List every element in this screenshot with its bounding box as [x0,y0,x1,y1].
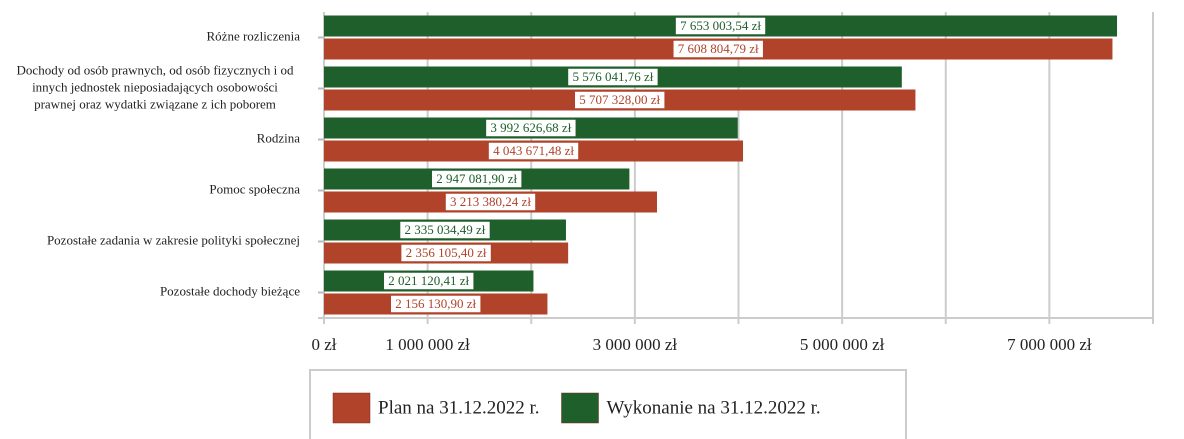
value-label-box [382,271,475,291]
value-label: 2 356 105,40 zł [406,245,487,260]
value-label-box [573,90,666,110]
category-label: Pomoc społeczna [209,181,300,196]
value-label: 3 213 380,24 zł [450,194,531,209]
value-label: 5 707 328,00 zł [579,92,660,107]
value-label: 7 608 804,79 zł [678,41,759,56]
value-label: 4 043 671,48 zł [493,143,574,158]
category-label: Różne rozliczenia [207,28,301,43]
legend-label: Plan na 31.12.2022 r. [378,397,540,418]
x-tick-label: 7 000 000 zł [1007,335,1092,354]
value-label: 5 576 041,76 zł [572,69,653,84]
category-label: Pozostałe zadania w zakresie polityki sp… [47,232,300,247]
value-label-box [398,220,492,240]
value-label-box [430,169,523,189]
value-label-box [672,39,765,59]
value-label: 3 992 626,68 zł [490,120,571,135]
legend-swatch [332,392,371,424]
value-label: 2 947 081,90 zł [436,171,517,186]
category-label: Pozostałe dochody bieżące [160,283,300,298]
value-label-box [444,192,537,212]
value-label-box [674,16,767,36]
x-tick-label: 3 000 000 zł [593,335,678,354]
x-tick-label: 0 zł [311,335,336,354]
value-label-box [399,243,493,263]
value-label-box [566,67,660,87]
legend-label: Wykonanie na 31.12.2022 r. [607,397,821,418]
value-label-box [389,294,482,314]
value-label: 2 335 034,49 zł [405,222,486,237]
category-label: Rodzina [257,130,301,145]
value-label-box [487,141,580,161]
x-tick-label: 5 000 000 zł [800,335,885,354]
legend-swatch [561,392,599,424]
category-label: Dochody od osób prawnych, od osób fizycz… [17,62,294,111]
value-label: 2 156 130,90 zł [395,296,476,311]
x-tick-label: 1 000 000 zł [385,335,470,354]
value-label: 2 021 120,41 zł [388,273,469,288]
value-label: 7 653 003,54 zł [680,18,761,33]
legend-box [309,369,907,439]
value-label-box [484,118,578,138]
